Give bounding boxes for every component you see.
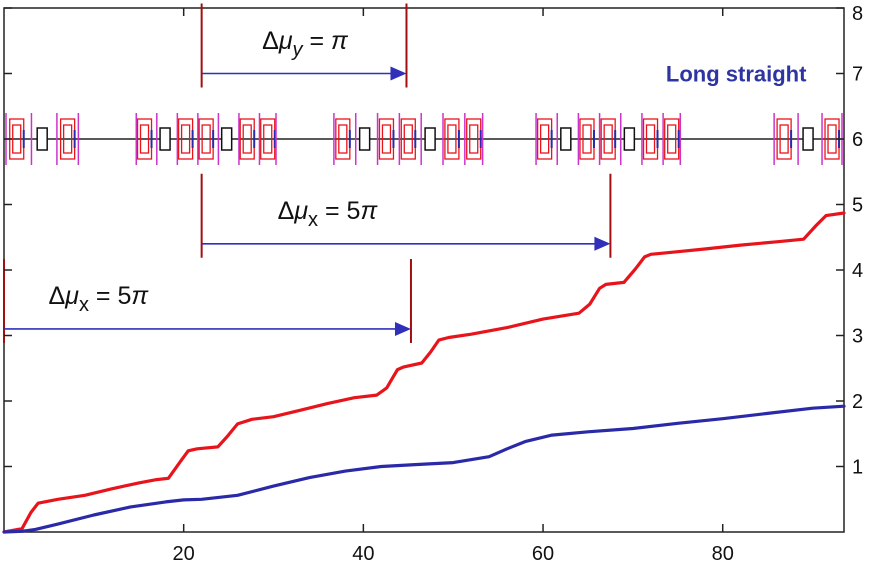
lattice-dipole	[220, 127, 233, 151]
lattice-quad-inner	[180, 124, 191, 154]
x-tick-label: 40	[352, 543, 374, 565]
lattice-quad-inner	[582, 124, 592, 154]
label-equals: =	[89, 282, 118, 310]
lattice-dipole	[36, 127, 48, 151]
y-tick-label: 7	[852, 64, 863, 86]
lattice-dipole	[424, 127, 436, 151]
lattice-quad-inner	[645, 124, 656, 154]
annotation-label: Δμy = π	[262, 27, 349, 61]
y-tick-label: 3	[852, 326, 863, 348]
axis-layer: 20 40 60 80 1 2 3 4 5 6 7 8	[4, 3, 863, 565]
annotation-label: Δμx = 5π	[49, 282, 150, 316]
lattice-quad-inner	[242, 124, 252, 154]
series-line-blue	[2, 404, 846, 534]
lattice-cluster	[333, 113, 484, 165]
annotation-arrowhead	[394, 321, 411, 336]
lattice-dipole	[560, 127, 572, 151]
label-delta: Δ	[262, 27, 279, 55]
lattice-quad-inner	[381, 124, 392, 154]
lattice-quad-inner	[779, 124, 789, 154]
label-pi: π	[360, 197, 378, 225]
label-mu: μ	[64, 282, 79, 310]
lattice-dipole	[159, 127, 171, 151]
label-equals: =	[318, 197, 347, 225]
label-pi: π	[131, 282, 149, 310]
lattice-quad-inner	[139, 124, 150, 154]
y-tick-label: 4	[852, 260, 863, 282]
label-subscript: y	[291, 39, 304, 61]
label-subscript: x	[79, 294, 89, 316]
y-tick-label: 8	[852, 3, 863, 25]
annotation-arrowhead	[390, 66, 407, 81]
annotation-label: Δμx = 5π	[278, 197, 379, 231]
region-label-long-straight: Long straight	[666, 62, 807, 87]
x-tick-label: 20	[173, 543, 195, 565]
label-pi: π	[331, 27, 349, 55]
series-layer	[2, 211, 846, 534]
lattice-quad-inner	[667, 124, 677, 154]
lattice-layout	[4, 113, 844, 165]
label-multiplier: 5	[347, 197, 361, 225]
y-tick-label: 2	[852, 391, 863, 413]
lattice-quad-inner	[447, 124, 457, 154]
label-mu: μ	[278, 27, 293, 55]
lattice-quad-inner	[403, 124, 413, 154]
plot-frame	[3, 7, 845, 533]
annotation-dmu-x-upper: Δμx = 5π	[200, 173, 612, 258]
lattice-quad-inner	[539, 124, 550, 154]
label-subscript: x	[308, 209, 318, 231]
lattice-dipole	[623, 127, 636, 151]
annotation-dmu-y: Δμy = π	[200, 3, 408, 88]
label-multiplier: 5	[117, 282, 131, 310]
label-mu: μ	[293, 197, 308, 225]
y-tick-label: 5	[852, 195, 863, 217]
lattice-quad-inner	[338, 124, 348, 154]
lattice-quad-inner	[12, 124, 22, 154]
lattice-quad-inner	[62, 124, 73, 154]
lattice-quad-inner	[201, 124, 211, 154]
label-equals: =	[303, 27, 332, 55]
lattice-cluster	[135, 113, 277, 165]
lattice-dipole	[358, 127, 371, 151]
annotation-dmu-x-lower: Δμx = 5π	[3, 258, 412, 343]
lattice-quad-inner	[469, 124, 479, 154]
lattice-dipole	[802, 127, 814, 151]
x-tick-label: 60	[532, 543, 554, 565]
y-tick-label: 1	[852, 457, 863, 479]
label-delta: Δ	[278, 197, 295, 225]
lattice-cluster	[535, 113, 682, 165]
lattice-quad-inner	[603, 124, 613, 154]
lattice-quad-inner	[263, 124, 273, 154]
series-line-red	[2, 211, 846, 534]
y-tick-label: 6	[852, 129, 863, 151]
lattice-cluster	[5, 113, 80, 165]
label-delta: Δ	[49, 282, 66, 310]
annotation-arrowhead	[594, 236, 611, 251]
x-tick-label: 80	[712, 543, 734, 565]
